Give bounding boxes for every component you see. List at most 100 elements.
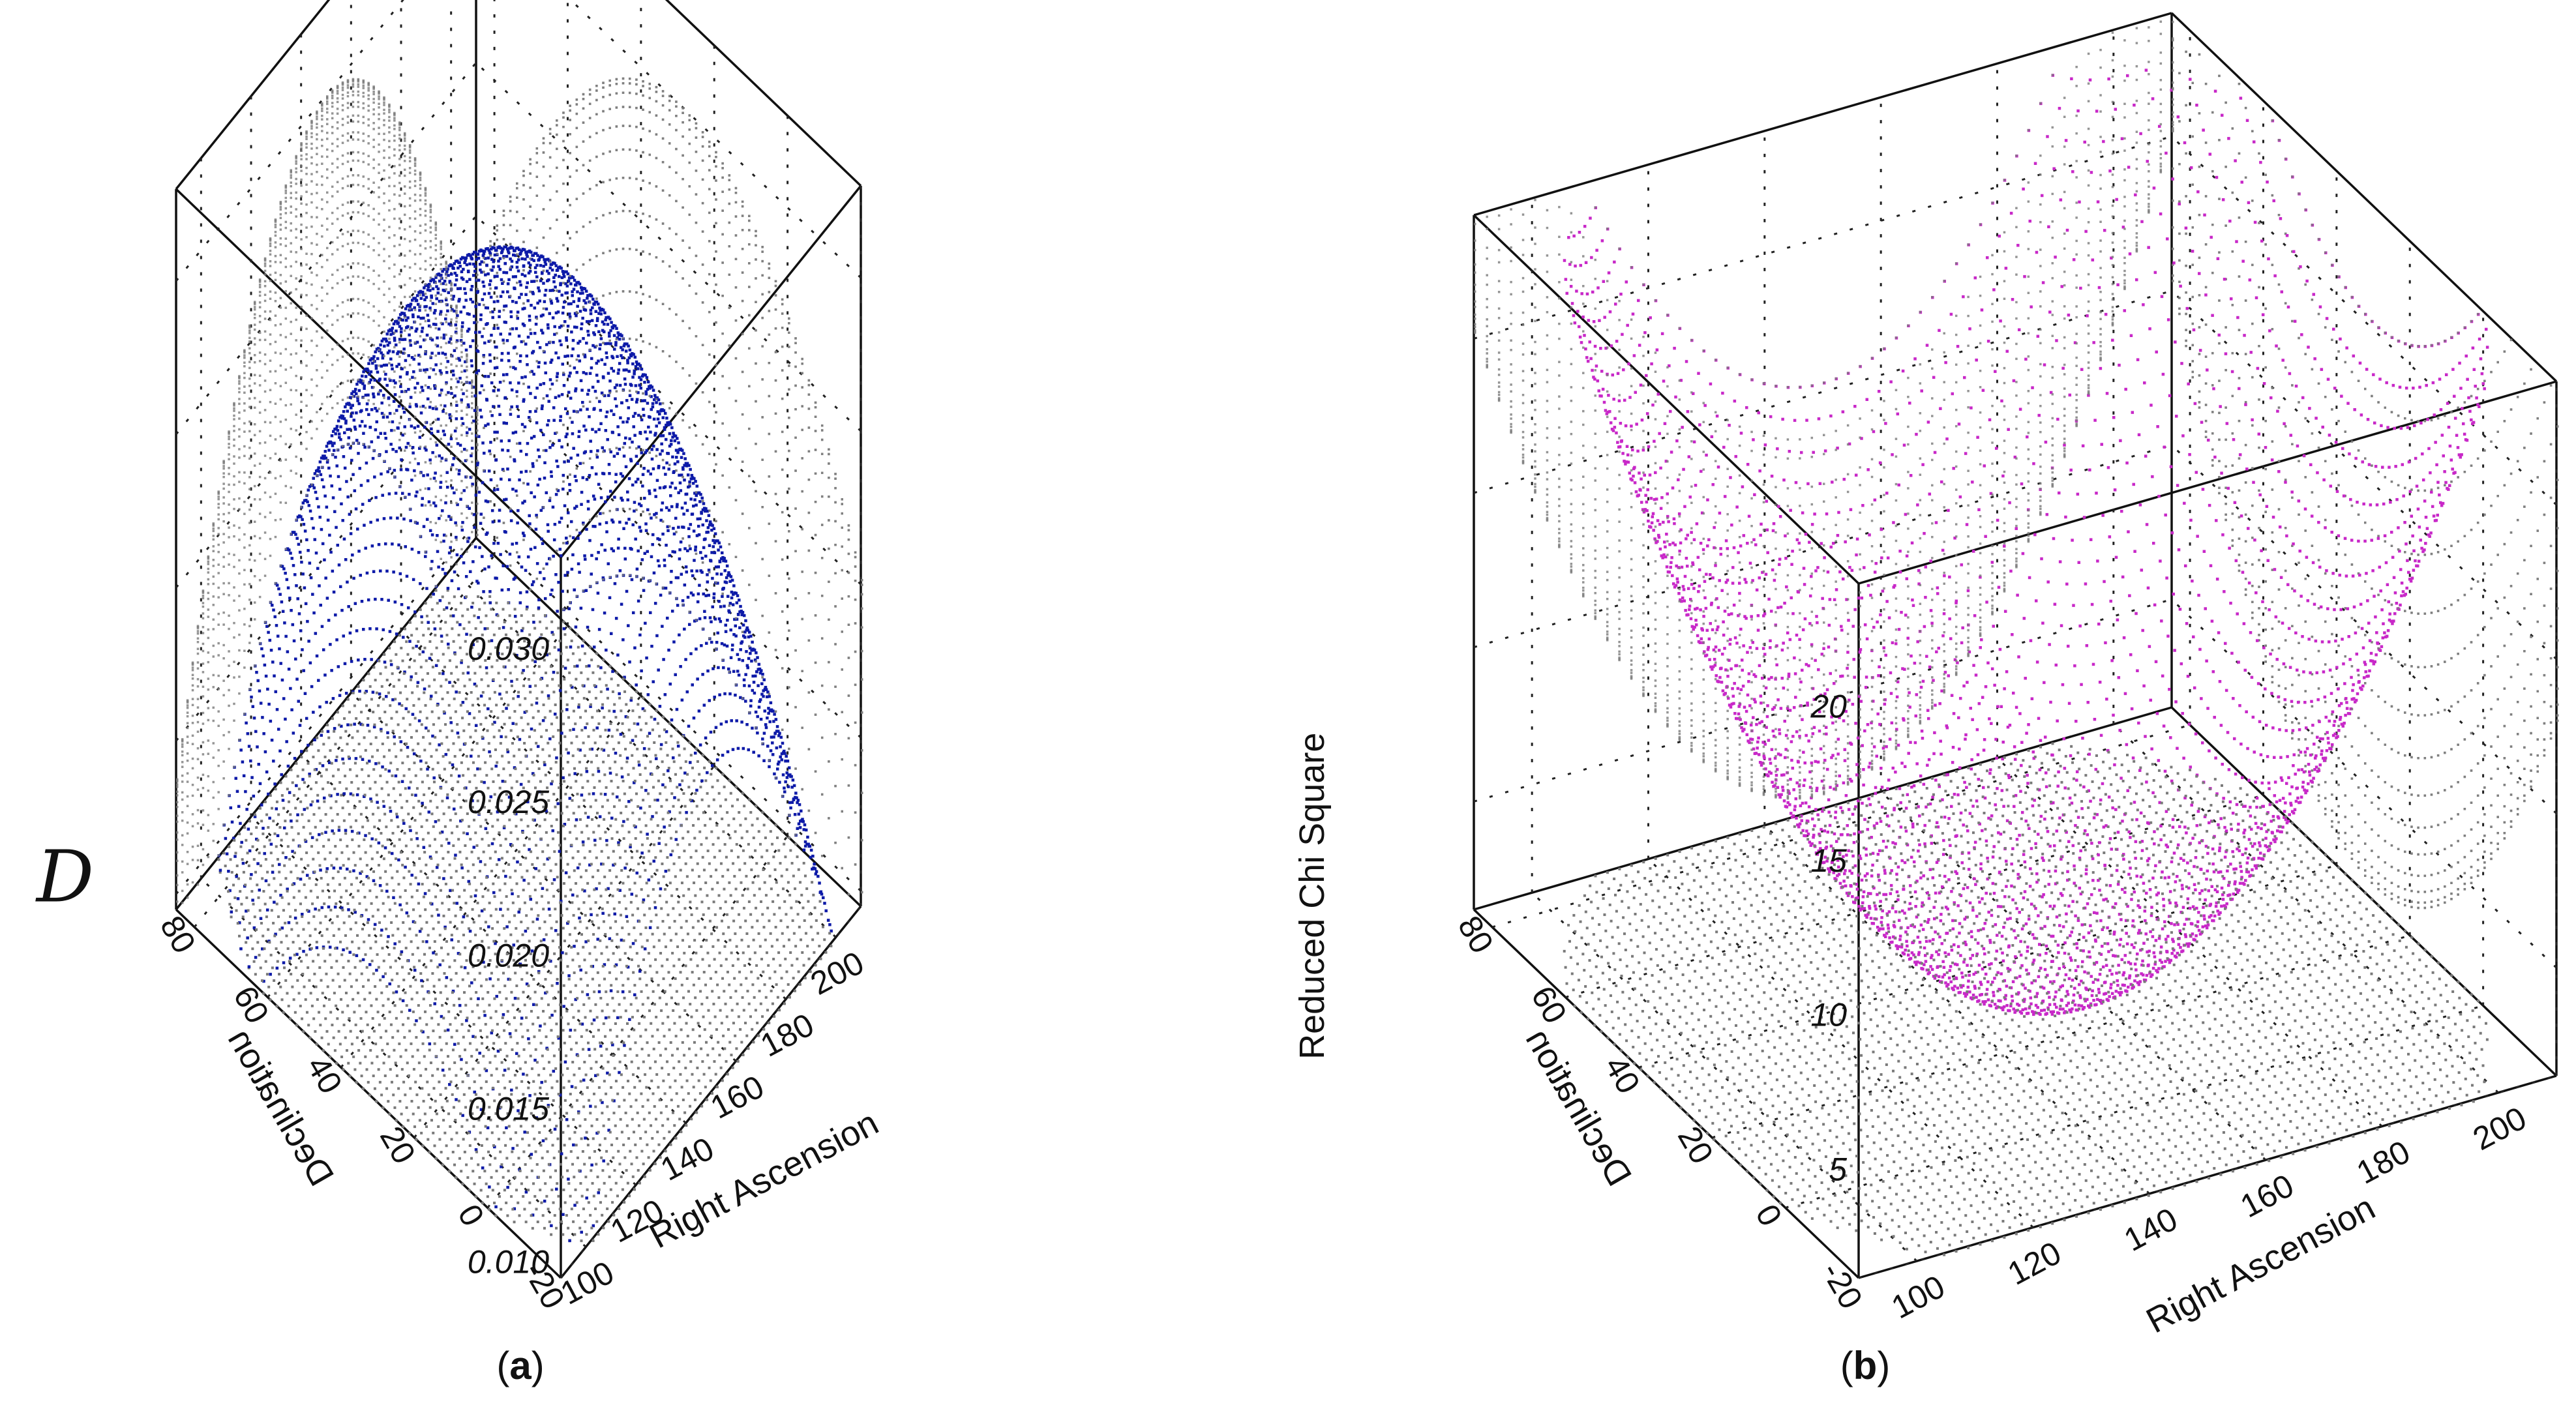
floor-projection-point xyxy=(650,1079,653,1082)
surface-point xyxy=(356,527,359,531)
surface-point xyxy=(547,419,550,422)
wall-projection-point xyxy=(248,476,251,479)
surface-point xyxy=(604,1016,608,1020)
surface-point xyxy=(471,300,475,304)
floor-projection-point xyxy=(382,857,385,861)
floor-projection-point xyxy=(479,1131,482,1134)
floor-projection-point xyxy=(380,832,383,835)
surface-point xyxy=(355,383,359,386)
surface-point xyxy=(264,879,268,883)
floor-projection-point xyxy=(597,1233,600,1236)
floor-projection-point xyxy=(576,997,579,1000)
floor-projection-point xyxy=(539,1041,543,1044)
surface-point xyxy=(523,711,527,714)
wall-projection-point xyxy=(248,583,251,585)
surface-point xyxy=(359,722,363,726)
surface-point xyxy=(507,478,511,482)
wall-projection-point xyxy=(217,674,220,677)
floor-projection-point xyxy=(295,1024,299,1027)
floor-projection-point xyxy=(486,1035,488,1039)
floor-projection-point xyxy=(635,1156,638,1159)
surface-point xyxy=(342,537,346,541)
floor-projection-point xyxy=(383,972,387,975)
wall-projection-point xyxy=(233,621,235,625)
surface-point xyxy=(463,966,467,970)
wall-projection-point xyxy=(238,417,241,420)
surface-point xyxy=(523,425,527,428)
surface-point xyxy=(561,589,564,593)
floor-projection-point xyxy=(670,1054,674,1057)
floor-projection-point xyxy=(621,1028,624,1031)
wall-projection-point xyxy=(217,854,220,857)
surface-point xyxy=(468,712,472,715)
wall-projection-point xyxy=(186,726,189,730)
surface-point xyxy=(380,928,383,932)
surface-point xyxy=(348,446,352,450)
wall-projection-point xyxy=(248,324,251,327)
floor-projection-point xyxy=(533,1137,536,1140)
surface-point xyxy=(652,859,656,863)
surface-point xyxy=(361,958,365,962)
surface-point xyxy=(440,389,443,392)
wall-projection-point xyxy=(295,518,297,522)
floor-projection-point xyxy=(449,1080,453,1084)
surface-point xyxy=(487,925,490,928)
wall-projection-point xyxy=(238,559,241,562)
surface-point xyxy=(500,735,503,739)
surface-point xyxy=(575,505,578,508)
floor-projection-point xyxy=(488,1106,491,1109)
surface-point xyxy=(657,842,661,845)
surface-point xyxy=(303,692,307,695)
floor-projection-point xyxy=(357,787,360,790)
wall-projection-point xyxy=(238,675,241,678)
floor-projection-point xyxy=(601,1112,604,1115)
wall-projection-point xyxy=(310,437,313,440)
wall-projection-point xyxy=(279,297,282,299)
floor-projection-point xyxy=(599,1201,602,1204)
surface-point xyxy=(333,449,336,452)
surface-point xyxy=(608,490,612,493)
surface-point xyxy=(488,283,492,286)
surface-point xyxy=(344,692,348,695)
surface-point xyxy=(408,405,412,409)
surface-point xyxy=(317,505,320,509)
floor-projection-point xyxy=(528,1201,532,1204)
floor-projection-point xyxy=(661,1067,664,1070)
wall-projection-point xyxy=(290,486,292,489)
floor-projection-point xyxy=(402,979,406,982)
floor-projection-point xyxy=(401,966,404,969)
surface-point xyxy=(571,685,574,689)
floor-projection-point xyxy=(275,1005,278,1008)
floor-projection-point xyxy=(336,915,339,918)
floor-projection-point xyxy=(325,928,329,931)
floor-projection-point xyxy=(680,1086,683,1089)
floor-projection-point xyxy=(305,953,308,956)
surface-point xyxy=(679,665,682,668)
floor-projection-point xyxy=(289,915,292,918)
floor-projection-point xyxy=(252,858,256,861)
surface-point xyxy=(408,333,411,336)
surface-point xyxy=(329,440,332,444)
wall-projection-point xyxy=(217,503,220,505)
wall-projection-point xyxy=(300,339,303,342)
floor-projection-point xyxy=(572,1220,575,1223)
wall-projection-point xyxy=(274,254,277,258)
wall-projection-point xyxy=(258,462,262,466)
surface-point xyxy=(367,362,370,365)
surface-point xyxy=(541,331,545,334)
wall-projection-point xyxy=(186,821,189,824)
floor-projection-point xyxy=(525,1176,528,1179)
floor-projection-point xyxy=(417,1106,420,1109)
wall-projection-point xyxy=(274,382,277,385)
surface-point xyxy=(437,565,440,569)
surface-point xyxy=(424,555,427,558)
floor-projection-point xyxy=(527,984,530,987)
floor-projection-point xyxy=(385,825,388,829)
floor-projection-point xyxy=(374,838,378,841)
surface-point xyxy=(329,550,333,554)
surface-point xyxy=(357,402,361,406)
wall-projection-point xyxy=(202,589,205,592)
wall-projection-point xyxy=(263,574,267,577)
floor-projection-point xyxy=(476,1106,479,1109)
wall-projection-point xyxy=(284,336,288,338)
